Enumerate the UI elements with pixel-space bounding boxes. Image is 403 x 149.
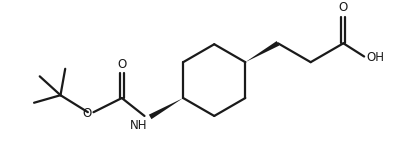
Text: NH: NH [130,119,147,132]
Polygon shape [149,98,183,119]
Text: O: O [82,107,91,120]
Text: O: O [339,1,348,14]
Polygon shape [245,41,279,62]
Text: O: O [117,58,127,71]
Text: OH: OH [366,51,384,64]
